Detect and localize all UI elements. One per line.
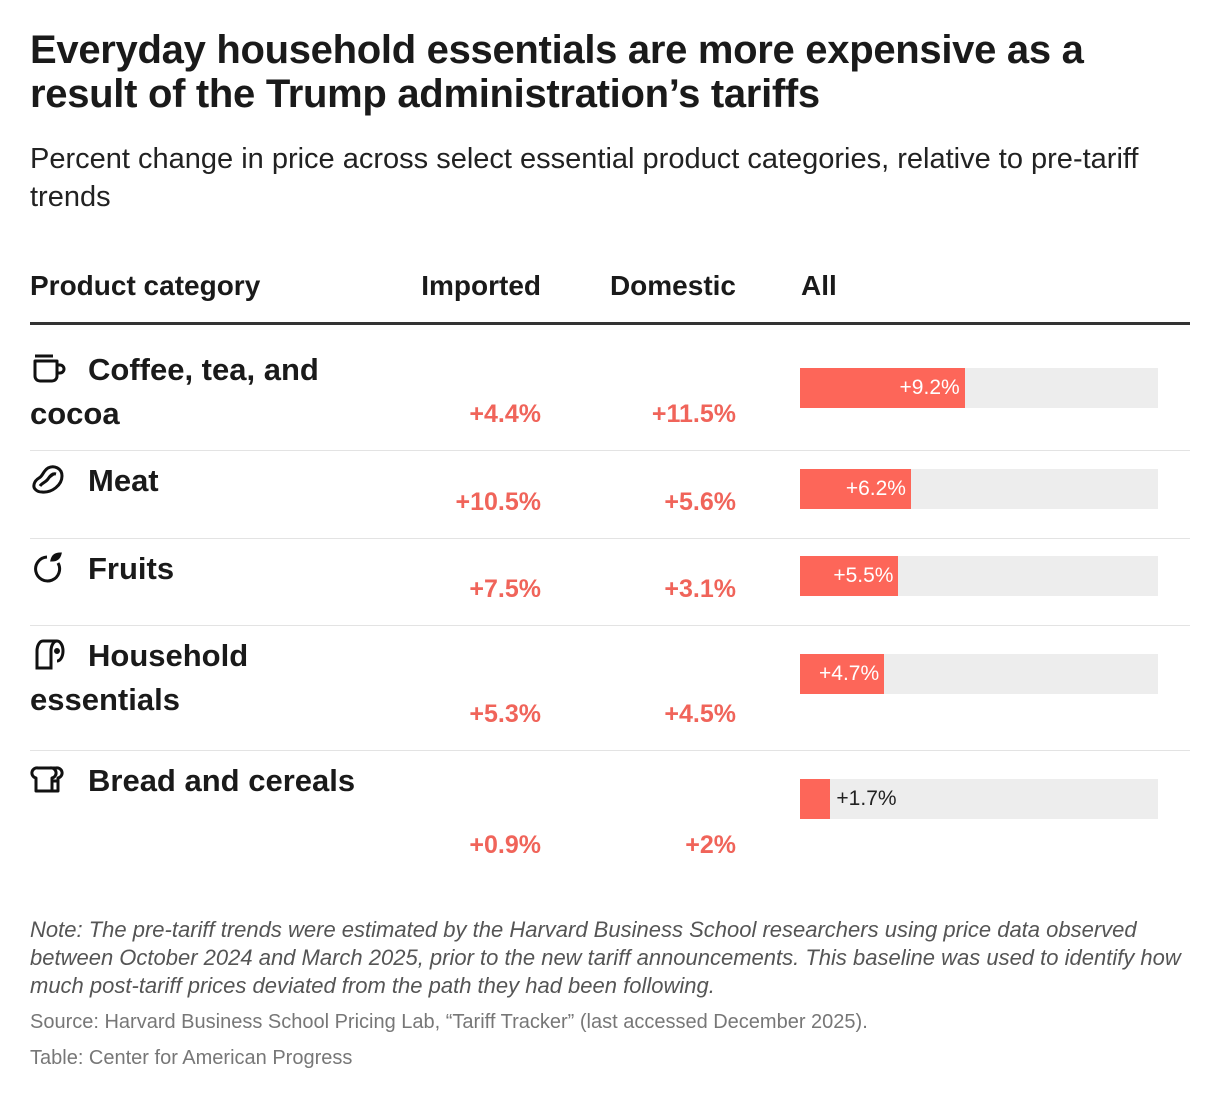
bar-track: +4.7% xyxy=(800,654,1158,694)
category-cell: Coffee, tea, and cocoa xyxy=(30,348,360,436)
bar-all xyxy=(800,469,911,509)
category-label: Household essentials xyxy=(30,638,249,717)
category-cell: Household essentials xyxy=(30,634,360,722)
toilet-paper-icon xyxy=(30,638,66,670)
table-row: Meat +10.5% +5.6% +6.2% xyxy=(30,451,1190,539)
bar-track: +5.5% xyxy=(800,556,1158,596)
imported-value: +5.3% xyxy=(469,700,541,728)
coffee-cup-icon xyxy=(30,352,66,384)
bar-track: +1.7% xyxy=(800,779,1158,819)
chart-title: Everyday household essentials are more e… xyxy=(30,28,1084,116)
bar-all xyxy=(800,556,899,596)
table-row: Coffee, tea, and cocoa +4.4% +11.5% +9.2% xyxy=(30,340,1190,451)
category-label: Bread and cereals xyxy=(88,763,356,798)
bar-track: +9.2% xyxy=(800,368,1158,408)
bar-label: +1.7% xyxy=(836,787,897,810)
chart-subtitle: Percent change in price across select es… xyxy=(30,143,1139,213)
bar-label: +6.2% xyxy=(845,477,906,500)
fruit-icon xyxy=(30,551,66,583)
bar-track: +6.2% xyxy=(800,469,1158,509)
category-cell: Bread and cereals xyxy=(30,759,360,803)
bread-icon xyxy=(30,763,66,795)
header-category: Product category xyxy=(30,270,261,301)
domestic-value: +4.5% xyxy=(664,700,736,728)
header-domestic: Domestic xyxy=(609,270,736,301)
bar-label: +5.5% xyxy=(833,564,894,587)
table-row: Bread and cereals +0.9% +2% +1.7% xyxy=(30,751,1190,881)
credit: Table: Center for American Progress xyxy=(30,1047,353,1069)
imported-value: +10.5% xyxy=(455,488,542,516)
category-label: Fruits xyxy=(88,551,175,586)
imported-value: +4.4% xyxy=(469,400,541,428)
domestic-value: +11.5% xyxy=(651,400,736,428)
header-all: All xyxy=(801,270,837,301)
domestic-value: +2% xyxy=(685,831,736,859)
note: Note: The pre-tariff trends were estimat… xyxy=(30,917,1181,998)
domestic-value: +5.6% xyxy=(664,488,736,516)
table-row: Fruits +7.5% +3.1% +5.5% xyxy=(30,539,1190,626)
bar-label: +4.7% xyxy=(819,662,880,685)
imported-value: +7.5% xyxy=(469,575,541,603)
category-cell: Fruits xyxy=(30,547,360,591)
domestic-value: +3.1% xyxy=(664,575,736,603)
bar-label: +9.2% xyxy=(899,376,960,399)
bar-all xyxy=(800,779,831,819)
meat-steak-icon xyxy=(30,463,66,495)
header-imported: Imported xyxy=(421,270,541,301)
bar-all xyxy=(800,654,885,694)
source: Source: Harvard Business School Pricing … xyxy=(30,1011,868,1033)
header-divider xyxy=(30,322,1190,325)
imported-value: +0.9% xyxy=(469,831,541,859)
table-row: Household essentials +5.3% +4.5% +4.7% xyxy=(30,626,1190,751)
category-label: Coffee, tea, and cocoa xyxy=(30,352,319,431)
bar-all xyxy=(800,368,965,408)
category-label: Meat xyxy=(88,463,159,498)
category-cell: Meat xyxy=(30,459,360,503)
